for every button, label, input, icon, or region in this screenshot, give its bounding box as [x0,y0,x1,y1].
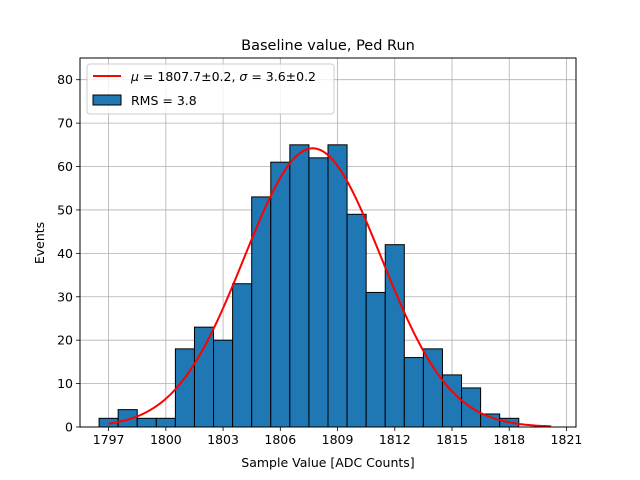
x-tick-label: 1797 [93,432,125,447]
histogram-bar [232,283,253,428]
histogram-bar [155,417,176,428]
y-tick-label: 50 [57,202,73,217]
y-tick-label: 40 [57,246,73,261]
x-tick-label: 1803 [207,432,239,447]
legend-rms-swatch [92,94,122,106]
y-tick-label: 30 [57,289,73,304]
histogram-bar [193,326,215,428]
histogram-bar [308,157,329,428]
histogram-bars [98,144,520,428]
gaussian-fit-curve [108,147,552,428]
histogram-bar [174,348,195,428]
x-tick-label: 1815 [436,432,468,447]
histogram-bar [422,348,443,428]
histogram-bar [346,213,367,428]
y-tick-label: 0 [65,420,73,435]
y-tick-label: 80 [57,72,73,87]
legend-fit-label: μ = 1807.7±0.2, σ = 3.6±0.2 [130,69,316,84]
legend: μ = 1807.7±0.2, σ = 3.6±0.2 RMS = 3.8 [86,63,335,115]
y-tick-label: 70 [57,116,73,131]
y-tick-label: 20 [57,333,73,348]
x-tick-label: 1809 [322,432,354,447]
x-tick-label: 1821 [551,432,583,447]
histogram-bar [365,291,386,428]
legend-box [86,63,335,115]
histogram-bar [289,144,310,428]
histogram-bar [270,161,291,428]
histogram-bar [136,417,157,428]
plot-frame [79,57,577,428]
x-tick-label: 1800 [150,432,182,447]
x-tick-label: 1818 [493,432,525,447]
histogram-bar [213,339,234,428]
y-axis-ticks: 0 10 20 30 40 50 60 70 80 [57,72,80,435]
chart-title: Baseline value, Ped Run [241,38,415,54]
x-axis-label: Sample Value [ADC Counts] [241,455,414,470]
histogram-bar [403,357,424,428]
histogram-bar [327,144,348,428]
y-tick-label: 10 [57,376,73,391]
histogram-bar [480,413,501,428]
y-axis-label: Events [32,222,47,264]
x-axis-ticks: 1797 1800 1803 1806 1809 1812 1815 1818 1821 [93,427,583,447]
legend-rms-label: RMS = 3.8 [131,93,197,108]
y-tick-label: 60 [57,159,73,174]
x-tick-label: 1812 [379,432,411,447]
x-tick-label: 1806 [264,432,296,447]
